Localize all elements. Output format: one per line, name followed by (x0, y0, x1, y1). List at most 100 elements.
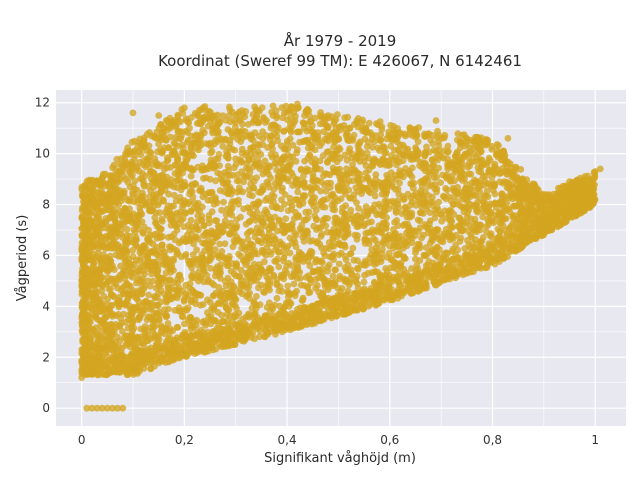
data-point (375, 181, 383, 189)
data-point (151, 214, 159, 222)
data-point (447, 177, 454, 185)
data-point (309, 170, 317, 178)
data-point (136, 267, 143, 274)
data-point (133, 290, 141, 297)
data-point (180, 296, 188, 304)
data-point (381, 144, 388, 152)
data-point (238, 134, 246, 142)
data-point (198, 120, 205, 127)
data-point (248, 265, 255, 272)
data-point (317, 224, 325, 232)
data-point (368, 135, 376, 143)
data-point (306, 151, 313, 159)
data-point (106, 252, 114, 260)
data-point (200, 222, 208, 230)
data-point (500, 203, 508, 210)
data-point (176, 210, 183, 218)
data-point (286, 194, 294, 202)
data-point (280, 271, 288, 278)
data-point (219, 143, 227, 150)
data-point (214, 222, 222, 230)
data-point (321, 181, 328, 189)
data-point (128, 138, 136, 146)
data-point (261, 157, 269, 165)
data-point (143, 316, 151, 324)
data-point (320, 196, 328, 204)
data-point (245, 156, 253, 164)
data-point (247, 272, 255, 280)
data-point (193, 246, 201, 254)
data-point (138, 142, 146, 150)
data-point (432, 210, 440, 217)
data-point (355, 148, 363, 155)
data-point (196, 187, 204, 194)
data-point (335, 230, 342, 238)
data-point (145, 291, 153, 299)
data-point (227, 206, 235, 214)
data-point (156, 233, 164, 241)
data-point (95, 254, 103, 261)
data-point (339, 204, 346, 212)
data-point (293, 146, 301, 154)
data-point (361, 236, 369, 244)
data-point (95, 339, 103, 346)
data-point (189, 251, 197, 258)
data-point (312, 276, 320, 283)
data-point (368, 162, 376, 170)
data-point (392, 251, 400, 259)
data-point (425, 192, 432, 199)
data-point (340, 213, 348, 221)
data-point (276, 174, 284, 182)
data-point (406, 170, 414, 178)
data-point (316, 269, 323, 276)
data-point (100, 183, 107, 190)
data-point (329, 272, 337, 280)
data-point (207, 143, 215, 150)
data-point (249, 119, 257, 126)
data-point (238, 168, 246, 176)
data-point (371, 192, 379, 200)
data-point (78, 214, 86, 222)
data-point (233, 313, 240, 320)
data-point (157, 280, 165, 288)
data-point (282, 215, 290, 223)
data-point (227, 267, 235, 275)
data-point (396, 179, 403, 187)
data-point (331, 206, 339, 214)
data-point (122, 332, 130, 340)
data-point (106, 334, 114, 342)
data-point (286, 153, 294, 161)
data-point (252, 200, 259, 208)
data-point (319, 289, 327, 297)
data-point (188, 114, 195, 121)
data-point (266, 136, 274, 143)
chart-title-line1: År 1979 - 2019 (284, 31, 397, 50)
data-point (173, 247, 181, 254)
data-point (247, 150, 255, 158)
data-point (214, 169, 222, 177)
data-point (409, 132, 416, 139)
data-point (171, 170, 179, 177)
data-point (329, 164, 337, 172)
data-point (399, 141, 407, 149)
data-point (150, 191, 157, 199)
data-point (92, 314, 100, 321)
data-point (222, 303, 230, 311)
data-point (343, 180, 351, 188)
data-point (238, 244, 246, 252)
data-point (362, 261, 369, 269)
data-point (509, 169, 517, 176)
data-point (257, 189, 265, 197)
data-point (462, 185, 469, 192)
data-point (100, 292, 108, 300)
data-point (214, 263, 221, 271)
data-point (543, 196, 551, 204)
data-point (363, 143, 371, 151)
data-point (421, 252, 428, 260)
data-point (343, 165, 350, 173)
data-point (152, 219, 160, 227)
data-point (324, 264, 332, 271)
data-point (155, 134, 163, 142)
data-point (165, 291, 173, 299)
